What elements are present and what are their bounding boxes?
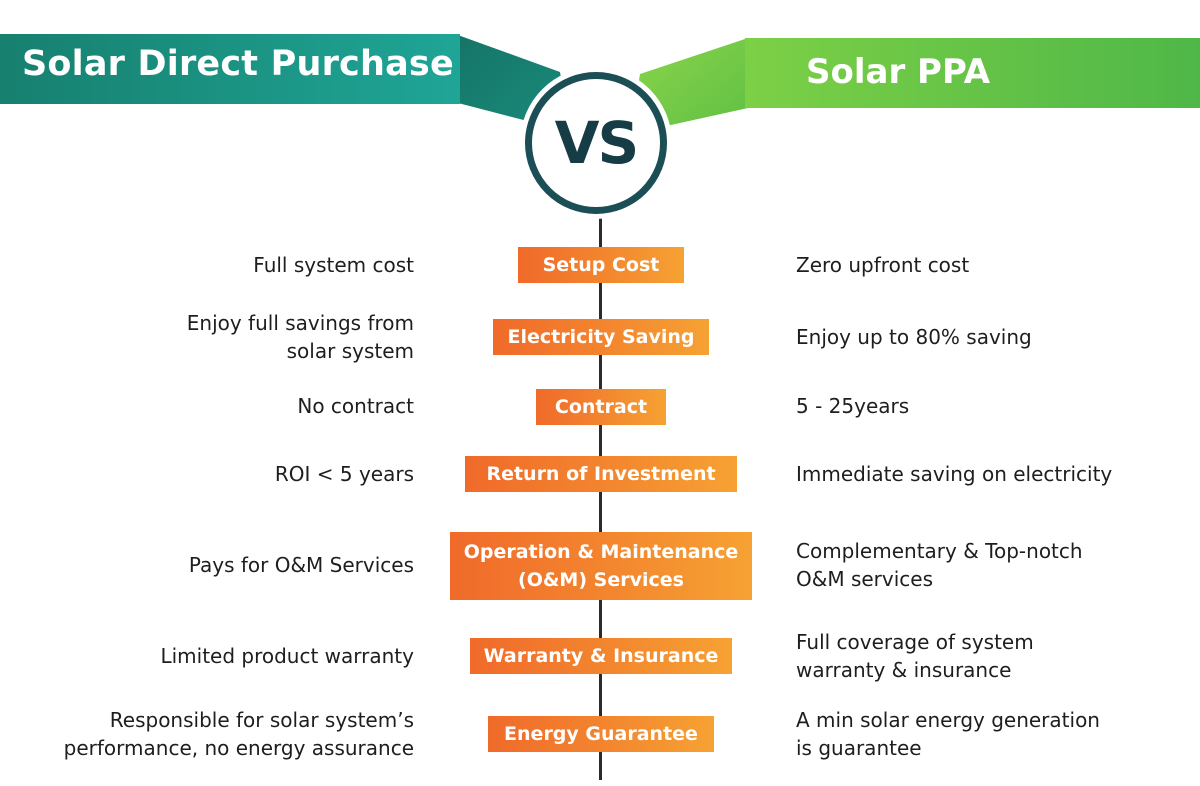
category-badge: Setup Cost bbox=[518, 247, 684, 283]
vs-label: VS bbox=[554, 109, 640, 177]
vs-badge: VS bbox=[525, 72, 667, 214]
right-value: Enjoy up to 80% saving bbox=[796, 325, 1032, 349]
right-title: Solar PPA bbox=[806, 52, 991, 92]
right-value: Zero upfront cost bbox=[796, 253, 970, 277]
left-value: Full system cost bbox=[253, 253, 414, 277]
left-value: Limited product warranty bbox=[160, 644, 414, 668]
left-value: ROI < 5 years bbox=[274, 462, 414, 486]
left-banner bbox=[0, 34, 460, 104]
category-badge: Electricity Saving bbox=[493, 319, 709, 355]
category-badge: Operation & Maintenance (O&M) Services bbox=[450, 532, 752, 600]
right-banner bbox=[745, 38, 1200, 108]
category-badge: Contract bbox=[536, 389, 666, 425]
left-value: Enjoy full savings from solar system bbox=[186, 311, 414, 363]
left-value: No contract bbox=[297, 394, 414, 418]
category-badge: Warranty & Insurance bbox=[470, 638, 732, 674]
left-value: Pays for O&M Services bbox=[188, 553, 414, 577]
right-value: Immediate saving on electricity bbox=[796, 462, 1113, 486]
right-value: Complementary & Top-notch O&M services bbox=[796, 539, 1083, 591]
center-divider-line bbox=[599, 214, 602, 780]
right-value: A min solar energy generation is guarant… bbox=[796, 708, 1100, 760]
left-title: Solar Direct Purchase bbox=[22, 44, 454, 84]
right-value: 5 - 25years bbox=[796, 394, 910, 418]
category-badge: Energy Guarantee bbox=[488, 716, 714, 752]
right-banner-tail bbox=[630, 38, 748, 134]
left-value: Responsible for solar system’s performan… bbox=[63, 708, 414, 760]
right-value: Full coverage of system warranty & insur… bbox=[796, 630, 1034, 682]
category-badge: Return of Investment bbox=[465, 456, 737, 492]
